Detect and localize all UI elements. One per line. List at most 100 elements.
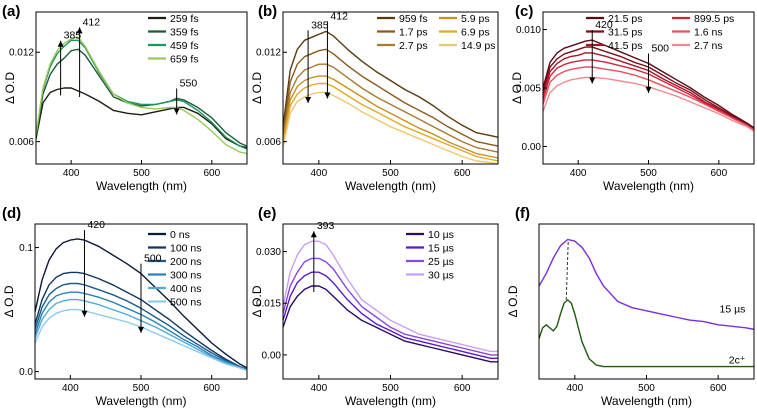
series-line-a-1	[36, 48, 247, 147]
legend-label-c-1: 31.5 ps	[608, 26, 642, 38]
annotation-label-a-1: 412	[83, 16, 101, 28]
series-line-a-2	[36, 39, 247, 150]
legend-label-b-5: 14.9 ps	[461, 40, 495, 52]
y-axis-title-b: Δ O.D	[250, 72, 264, 104]
y-tick-label-a-0: 0.006	[9, 137, 34, 148]
series-line-b-5	[283, 91, 498, 164]
annotation-arrowhead-a-2	[173, 108, 180, 115]
series-line-b-0	[283, 30, 498, 138]
legend-label-a-2: 459 fs	[170, 40, 199, 52]
legend-label-b-1: 1.7 ps	[399, 26, 428, 38]
annotation-arrowhead-a-1	[76, 27, 83, 34]
y-axis-title-a: Δ O.D	[3, 72, 17, 104]
annotation-label-c-1: 500	[652, 42, 670, 54]
legend-label-d-0: 0 ns	[170, 229, 190, 241]
x-tick-label-f-2: 600	[710, 383, 727, 394]
annotation-label-e-0: 393	[317, 220, 335, 232]
legend-label-c-5: 2.7 ns	[694, 40, 723, 52]
annotation-label-a-0: 385	[64, 30, 82, 42]
x-tick-label-e-1: 500	[382, 383, 399, 394]
series-line-c-2	[543, 52, 754, 131]
series-line-e-3	[283, 240, 498, 353]
panel-label-e: (e)	[258, 205, 276, 222]
y-tick-label-e-0: 0.00	[262, 350, 282, 361]
annotation-label-d-1: 500	[144, 253, 162, 265]
x-tick-label-f-1: 500	[638, 383, 655, 394]
legend-label-e-3: 30 µs	[428, 269, 454, 281]
x-tick-label-d-2: 600	[203, 383, 220, 394]
x-tick-label-a-1: 500	[133, 168, 150, 179]
panel-c: (c) 400 500 600 0.00 0.005 0.010 Wavelength (nm…	[510, 3, 755, 193]
plot-frame-f	[538, 223, 755, 380]
annotation-connector-f	[565, 241, 569, 300]
panel-a: (a) 400 500 600 0.006 0.012 Wavelength (nm) Δ O…	[2, 3, 248, 193]
x-axis-title-b: Wavelength (nm)	[345, 179, 436, 193]
y-tick-label-d-0: 0.0	[19, 367, 33, 378]
y-tick-label-c-2: 0.010	[516, 25, 541, 36]
legend-label-e-1: 15 µs	[428, 242, 454, 254]
series-line-e-0	[283, 285, 498, 363]
y-axis-title-e: Δ O.D	[250, 285, 264, 317]
annotation-arrowhead-b-1	[324, 92, 331, 99]
panel-f: (f) 400 500 600 Wavelength (nm) Δ O.D 15 µs 2c⁺	[506, 205, 755, 408]
legend-label-c-3: 899.5 ps	[694, 13, 734, 25]
y-axis-title-d: Δ O.D	[2, 285, 16, 317]
annotation-arrowhead-b-0	[305, 96, 312, 103]
annotation-arrowhead-a-0	[57, 40, 64, 47]
legend-label-b-3: 5.9 ps	[461, 13, 490, 25]
series-line-c-1	[543, 46, 754, 130]
legend-label-d-5: 500 ns	[170, 296, 202, 308]
legend-label-b-4: 6.9 ps	[461, 26, 490, 38]
series-line-d-1	[35, 271, 247, 370]
series-line-c-0	[543, 39, 754, 129]
series-line-f-0	[539, 238, 754, 331]
legend-label-c-0: 21.5 ps	[608, 13, 642, 25]
panel-label-c: (c)	[515, 3, 533, 20]
legend-label-b-0: 959 fs	[399, 13, 428, 25]
x-axis-title-d: Wavelength (nm)	[96, 394, 187, 408]
x-tick-label-f-0: 400	[566, 383, 583, 394]
x-tick-label-b-2: 600	[454, 168, 471, 179]
x-tick-label-e-2: 600	[454, 383, 471, 394]
panel-label-b: (b)	[258, 3, 277, 20]
annotation-label-b-1: 412	[330, 10, 348, 22]
series-line-b-2	[283, 63, 498, 153]
series-line-d-4	[35, 298, 247, 371]
series-line-c-4	[543, 66, 754, 131]
legend-label-a-3: 659 fs	[170, 53, 199, 65]
x-tick-label-d-1: 500	[133, 383, 150, 394]
y-tick-label-c-0: 0.00	[522, 142, 542, 153]
series-line-d-2	[35, 282, 247, 370]
x-tick-label-a-2: 600	[203, 168, 220, 179]
legend-label-e-0: 10 µs	[428, 229, 454, 241]
series-line-f-1	[539, 299, 754, 368]
y-axis-title-f: Δ O.D	[506, 285, 520, 317]
y-tick-label-e-1: 0.015	[256, 299, 281, 310]
x-tick-label-a-0: 400	[63, 168, 80, 179]
x-tick-label-c-2: 600	[710, 168, 727, 179]
legend-label-b-2: 2.7 ps	[399, 40, 428, 52]
annotation-arrowhead-c-0	[589, 77, 596, 84]
annotation-label-d-0: 420	[87, 219, 105, 231]
legend-label-e-2: 25 µs	[428, 256, 454, 268]
y-tick-label-b-1: 0.012	[256, 48, 281, 59]
series-line-a-3	[36, 36, 247, 155]
y-tick-label-a-1: 0.012	[9, 48, 34, 59]
panel-label-a: (a)	[2, 3, 20, 20]
panel-label-d: (d)	[2, 205, 21, 222]
legend-label-c-2: 41.5 ps	[608, 40, 642, 52]
annotation-label-b-0: 385	[311, 19, 329, 31]
panel-label-f: (f)	[515, 205, 530, 222]
legend-label-a-0: 259 fs	[170, 13, 199, 25]
x-tick-label-e-0: 400	[310, 383, 327, 394]
series-line-d-0	[35, 238, 247, 369]
series-label-f-1: 2c⁺	[729, 355, 746, 367]
x-tick-label-c-0: 400	[570, 168, 587, 179]
annotation-arrowhead-d-1	[138, 326, 144, 333]
x-tick-label-b-1: 500	[382, 168, 399, 179]
series-line-d-3	[35, 291, 247, 371]
series-label-f-0: 15 µs	[719, 303, 745, 315]
panel-b: (b) 400 500 600 0.006 0.012 Wavelength (nm) Δ O…	[250, 3, 499, 193]
annotation-label-c-0: 420	[595, 19, 613, 31]
